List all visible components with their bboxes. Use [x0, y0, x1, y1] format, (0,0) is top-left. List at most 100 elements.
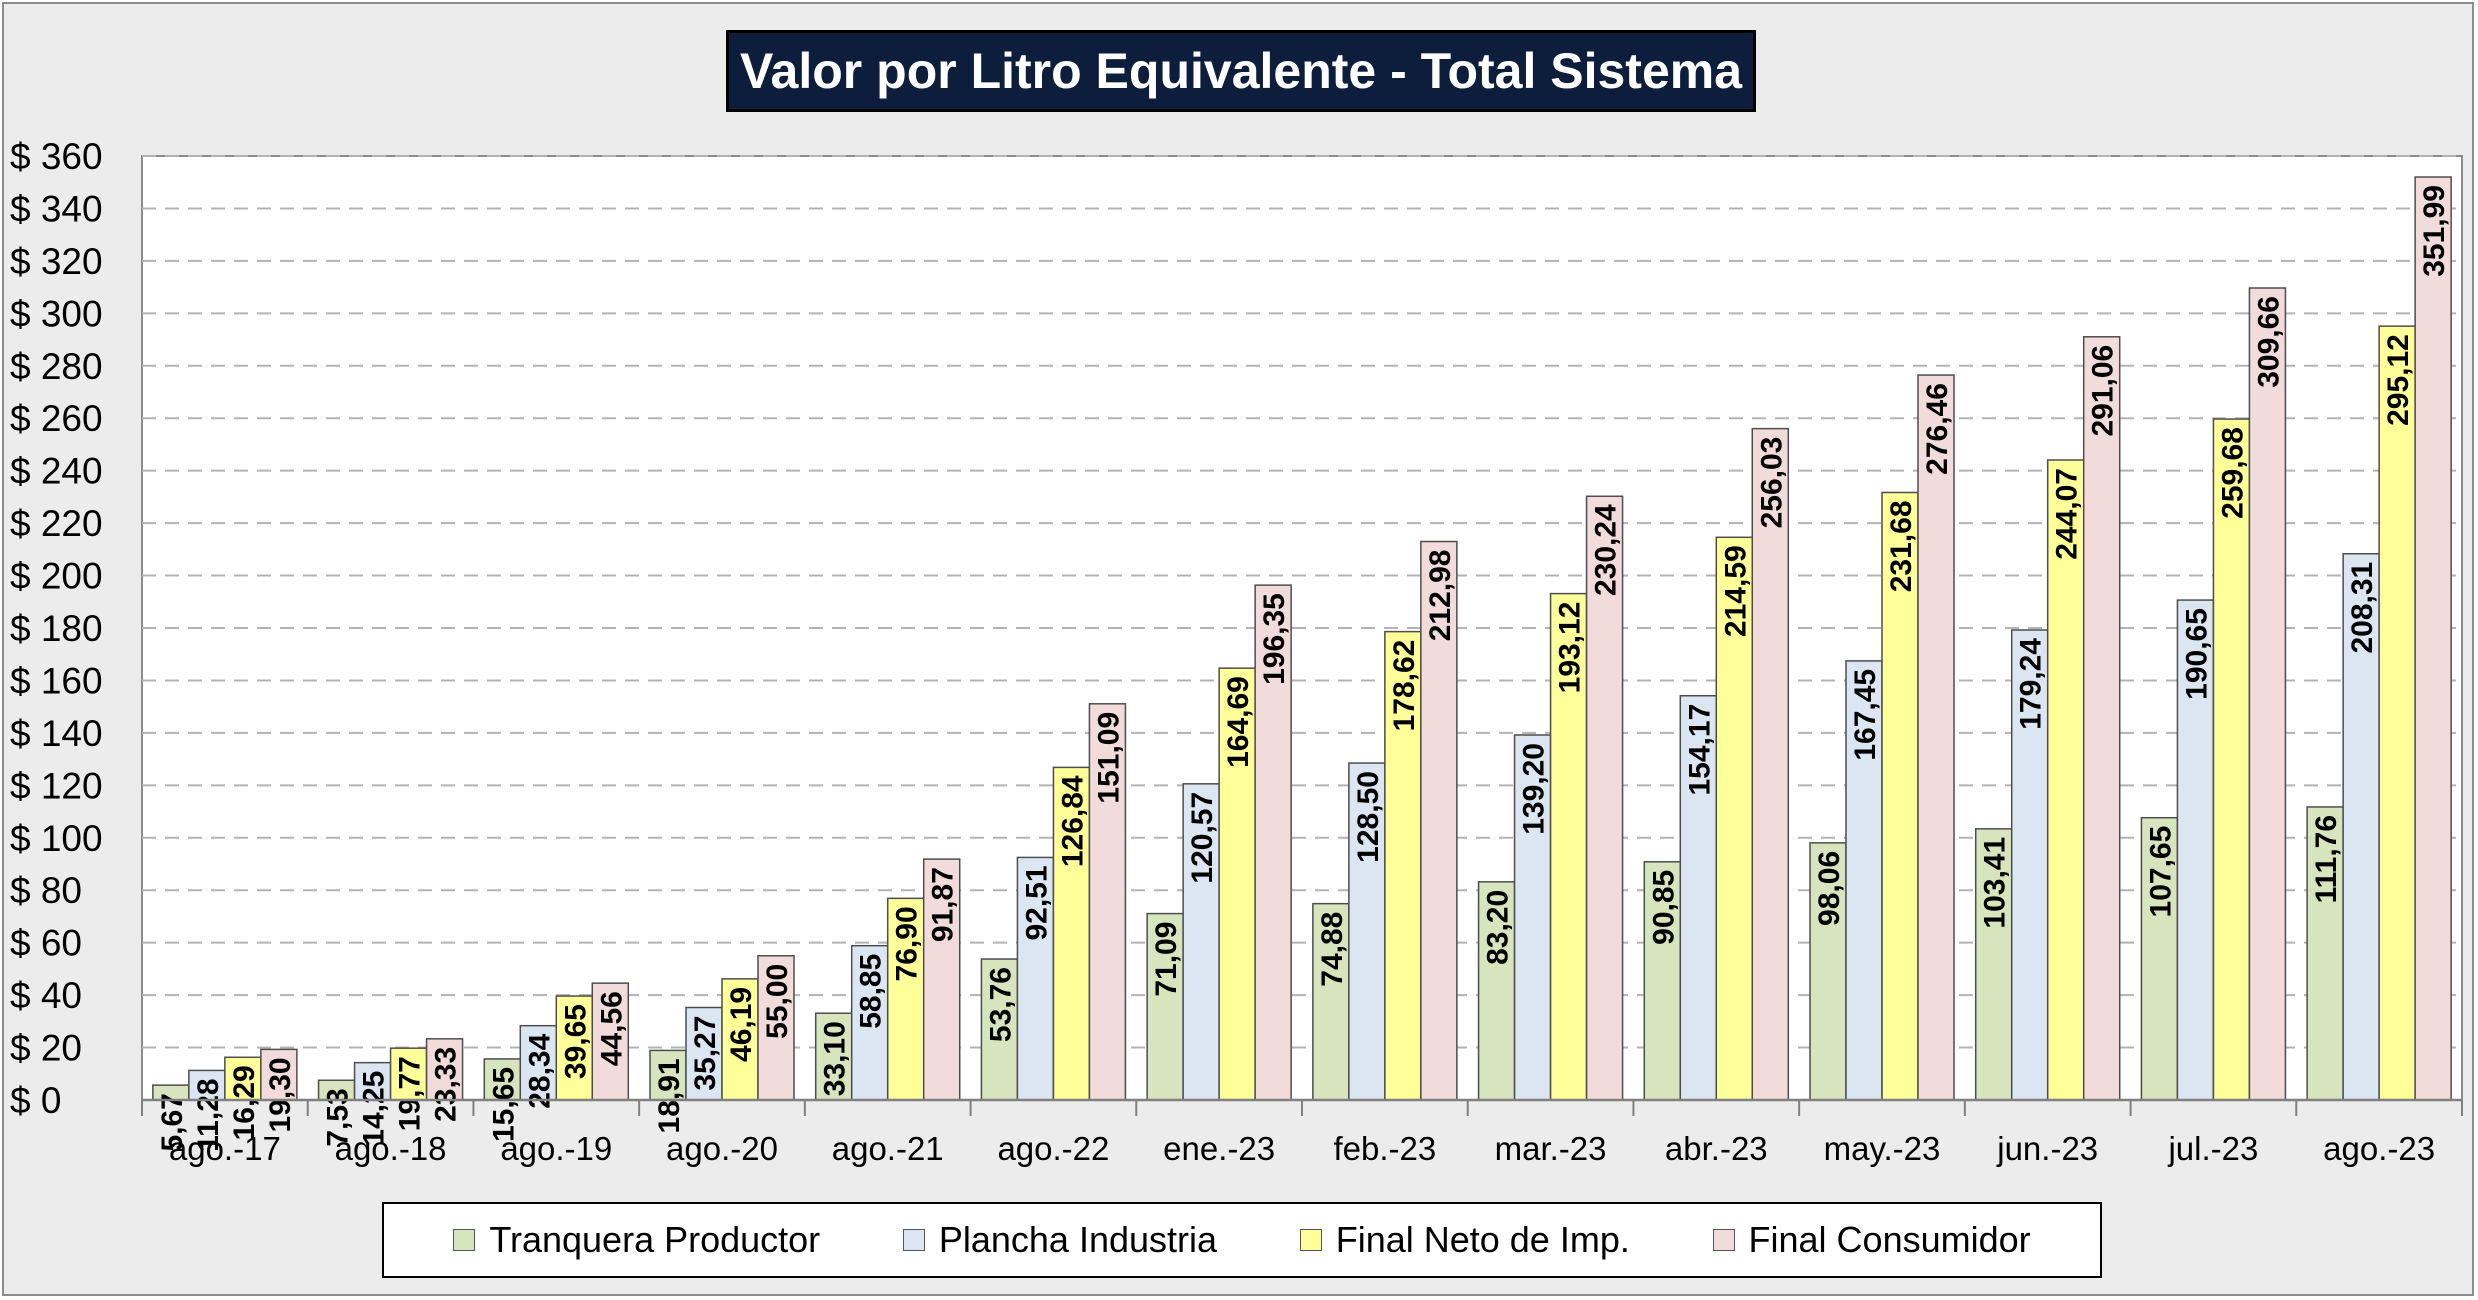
y-tick-label: $ 280: [10, 346, 103, 387]
bar-chart: $ 0 $ 20 $ 40 $ 60 $ 80 $ 100 $ 120 $ 140 $ 160 $…: [10, 136, 2463, 1167]
y-tick-label: $ 220: [10, 503, 103, 544]
data-label: 120,57: [1186, 792, 1219, 884]
bar: [850, 944, 889, 1101]
bar: [353, 1061, 392, 1101]
data-label: 107,65: [2144, 826, 2177, 918]
bar: [685, 1006, 723, 1101]
bar: [2306, 806, 2344, 1101]
data-label: 46,19: [725, 987, 758, 1062]
bar: [591, 982, 630, 1101]
bar: [2378, 325, 2416, 1101]
x-tick-label: jul.-23: [2167, 1130, 2258, 1167]
y-tick-label: $ 200: [10, 556, 103, 597]
x-tick-label: ago.-22: [997, 1130, 1109, 1167]
data-label: 14,25: [358, 1071, 391, 1146]
bar: [2010, 629, 2049, 1101]
y-tick-label: $ 100: [10, 818, 103, 859]
data-label: 276,46: [1921, 383, 1954, 475]
data-label: 164,69: [1222, 676, 1255, 768]
bar: [721, 978, 759, 1101]
y-tick-label: $ 160: [10, 660, 103, 701]
bar: [1845, 660, 1883, 1101]
bar: [980, 958, 1019, 1101]
bar: [1477, 881, 1516, 1101]
data-label: 44,56: [595, 991, 628, 1066]
y-tick-label: $ 360: [10, 136, 103, 177]
bar: [1016, 856, 1055, 1101]
y-tick-label: $ 180: [10, 608, 103, 649]
data-label: 190,65: [2180, 608, 2213, 700]
bar: [2082, 336, 2121, 1101]
y-tick-label: $ 80: [10, 870, 82, 911]
legend-label: Plancha Industria: [938, 1219, 1218, 1260]
legend: Tranquera Productor Plancha Industria Fi…: [382, 1202, 2102, 1278]
data-label: 230,24: [1590, 504, 1623, 596]
data-label: 11,28: [192, 1078, 225, 1151]
bar: [260, 1048, 298, 1101]
data-label: 90,85: [1647, 870, 1680, 945]
y-tick-label: $ 240: [10, 451, 103, 492]
x-tick-label: mar.-23: [1495, 1130, 1607, 1167]
data-label: 139,20: [1518, 743, 1551, 835]
bar: [1881, 491, 1919, 1101]
legend-swatch: [1712, 1229, 1735, 1251]
bar: [1218, 667, 1256, 1101]
x-tick-label: jun.-23: [1996, 1130, 2098, 1167]
data-label: 178,62: [1388, 640, 1421, 732]
legend-item-tranquera-productor: Tranquera Productor: [453, 1219, 820, 1261]
x-tick-label: feb.-23: [1333, 1130, 1436, 1167]
bar: [1549, 592, 1588, 1101]
bar: [1254, 584, 1292, 1101]
data-label: 256,03: [1755, 437, 1788, 529]
y-tick-label: $ 0: [10, 1080, 61, 1121]
bar: [1420, 540, 1458, 1101]
legend-item-plancha-industria: Plancha Industria: [902, 1219, 1218, 1261]
y-tick-label: $ 40: [10, 975, 82, 1016]
data-label: 28,34: [523, 1033, 556, 1108]
legend-swatch: [902, 1229, 925, 1251]
bar: [224, 1056, 262, 1101]
data-label: 179,24: [2015, 638, 2048, 730]
bar: [1751, 427, 1790, 1101]
data-label: 16,29: [228, 1065, 261, 1140]
data-label: 244,07: [2051, 468, 2084, 560]
legend-item-final-neto-de-imp: Final Neto de Imp.: [1299, 1219, 1630, 1261]
data-label: 309,66: [2252, 296, 2285, 388]
data-label: 154,17: [1683, 704, 1716, 796]
x-tick-label: ago.-23: [2323, 1130, 2435, 1167]
data-label: 126,84: [1056, 775, 1089, 867]
bar: [1679, 694, 1718, 1101]
data-label: 291,06: [2087, 345, 2120, 437]
y-tick-label: $ 120: [10, 765, 103, 806]
bar: [1513, 734, 1552, 1101]
bar: [2212, 418, 2251, 1101]
data-label: 103,41: [1979, 837, 2012, 929]
x-axis-tick-labels: ago.-17 ago.-18 ago.-19 ago.-20 ago.-21 ago.-…: [169, 1130, 2435, 1167]
x-tick-label: ago.-19: [500, 1130, 612, 1167]
data-label: 167,45: [1849, 669, 1882, 761]
legend-item-final-consumidor: Final Consumidor: [1712, 1219, 2031, 1261]
y-tick-label: $ 260: [10, 398, 103, 439]
y-tick-label: $ 60: [10, 923, 82, 964]
data-label: 71,09: [1150, 922, 1183, 997]
bar: [1585, 495, 1624, 1101]
y-axis-tick-labels: $ 0 $ 20 $ 40 $ 60 $ 80 $ 100 $ 120 $ 140 $ 160 $…: [10, 136, 103, 1121]
x-tick-label: ago.-18: [335, 1130, 447, 1167]
data-label: 7,53: [322, 1088, 355, 1146]
data-label: 5,67: [156, 1093, 189, 1151]
data-label: 58,85: [855, 954, 888, 1029]
data-label: 128,50: [1352, 771, 1385, 863]
data-labels: 5,67 11,28 16,29 19,30 7,53 14,25 19,77 23,33 15…: [156, 185, 2451, 1152]
data-label: 33,10: [819, 1021, 852, 1096]
x-tick-label: ago.-20: [666, 1130, 778, 1167]
bar: [2248, 287, 2287, 1101]
bar: [1088, 703, 1127, 1101]
axes: [141, 1098, 2463, 1116]
bar: [2414, 176, 2452, 1101]
bar: [425, 1038, 464, 1101]
data-label: 351,99: [2418, 185, 2451, 277]
bar: [1917, 374, 1955, 1101]
x-tick-label: ago.-21: [832, 1130, 944, 1167]
data-label: 92,51: [1020, 865, 1053, 940]
x-tick-label: abr.-23: [1665, 1130, 1768, 1167]
